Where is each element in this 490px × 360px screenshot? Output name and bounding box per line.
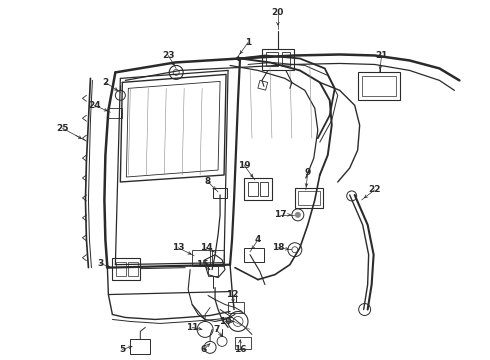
Text: 4: 4 [255, 235, 261, 244]
Text: 19: 19 [238, 161, 250, 170]
Text: 24: 24 [88, 101, 101, 110]
Circle shape [236, 57, 240, 60]
Bar [213, 188, 227, 198]
Bar [130, 339, 150, 354]
Text: 15: 15 [196, 260, 208, 269]
Text: 9: 9 [305, 167, 311, 176]
Bar [208, 266, 218, 276]
Text: 10: 10 [219, 317, 231, 326]
Text: 14: 14 [200, 243, 213, 252]
Text: 8: 8 [205, 177, 211, 186]
Bar [260, 182, 268, 196]
Bar [298, 191, 320, 205]
Bar [116, 262, 126, 276]
Bar [358, 72, 399, 100]
Bar [258, 80, 268, 90]
Text: 21: 21 [375, 51, 388, 60]
Text: 11: 11 [186, 323, 198, 332]
Bar [192, 250, 210, 266]
Bar [262, 49, 294, 71]
Text: 17: 17 [273, 210, 286, 219]
Text: 3: 3 [98, 259, 103, 268]
Bar [362, 76, 395, 96]
Bar [235, 337, 251, 349]
Bar [244, 248, 264, 262]
Text: 16: 16 [234, 345, 246, 354]
Bar [266, 53, 278, 67]
Bar [212, 250, 224, 266]
Bar [228, 302, 244, 314]
Text: 25: 25 [56, 124, 69, 133]
Text: 20: 20 [272, 8, 284, 17]
Text: 5: 5 [119, 345, 125, 354]
Bar [108, 108, 122, 118]
Bar [295, 188, 323, 208]
Text: 1: 1 [245, 38, 251, 47]
Text: 6: 6 [201, 345, 207, 354]
Circle shape [295, 212, 301, 218]
Bar [128, 262, 138, 276]
Text: 23: 23 [162, 51, 174, 60]
Bar [112, 258, 140, 280]
Text: 18: 18 [271, 243, 284, 252]
Text: 7: 7 [213, 325, 219, 334]
Text: 22: 22 [368, 185, 381, 194]
Text: 12: 12 [226, 290, 238, 299]
Bar [244, 178, 272, 200]
Text: 2: 2 [102, 78, 108, 87]
Bar [282, 53, 290, 67]
Bar [248, 182, 258, 196]
Text: 13: 13 [172, 243, 184, 252]
